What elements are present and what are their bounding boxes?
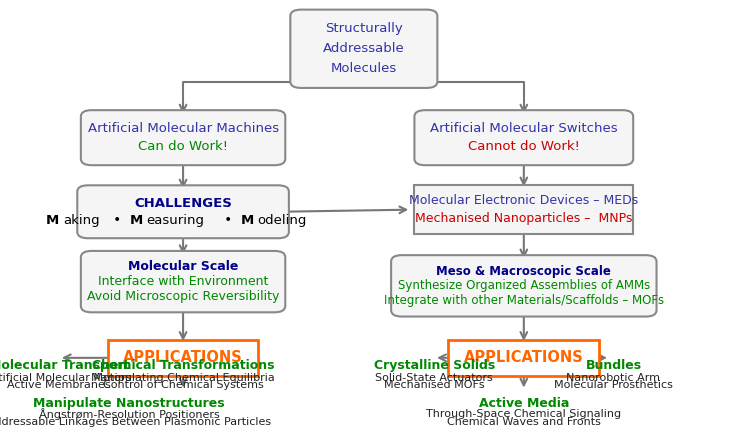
Text: APPLICATIONS: APPLICATIONS	[464, 350, 583, 365]
Text: Chemical Transformations: Chemical Transformations	[92, 359, 274, 372]
FancyBboxPatch shape	[78, 185, 289, 238]
Text: M: M	[46, 214, 59, 227]
Text: Addressable: Addressable	[323, 42, 405, 55]
Text: Cannot do Work!: Cannot do Work!	[468, 140, 580, 153]
Text: Mechanised Nanoparticles –  MNPs: Mechanised Nanoparticles – MNPs	[415, 212, 632, 225]
Text: •: •	[220, 214, 236, 227]
Text: easuring: easuring	[146, 214, 205, 227]
FancyBboxPatch shape	[414, 110, 633, 165]
FancyBboxPatch shape	[449, 340, 599, 376]
Text: Ångstrøm-Resolution Positioners: Ångstrøm-Resolution Positioners	[39, 408, 220, 420]
FancyBboxPatch shape	[108, 340, 258, 376]
Text: Artificial Molecular Machines: Artificial Molecular Machines	[88, 122, 279, 135]
Text: Bundles: Bundles	[586, 359, 641, 372]
Text: Integrate with other Materials/Scaffolds – MOFs: Integrate with other Materials/Scaffolds…	[384, 294, 664, 307]
Text: Crystalline Solids: Crystalline Solids	[373, 359, 495, 372]
Text: Mechanised MOFs: Mechanised MOFs	[384, 380, 485, 391]
Text: Molecular Prosthetics: Molecular Prosthetics	[554, 380, 673, 391]
FancyBboxPatch shape	[391, 255, 657, 317]
Text: APPLICATIONS: APPLICATIONS	[123, 350, 243, 365]
Text: CHALLENGES: CHALLENGES	[134, 197, 232, 210]
Text: Chemical Waves and Fronts: Chemical Waves and Fronts	[447, 417, 601, 427]
FancyBboxPatch shape	[81, 251, 285, 312]
Text: Meso & Macroscopic Scale: Meso & Macroscopic Scale	[436, 265, 611, 278]
Text: •: •	[109, 214, 126, 227]
Text: M: M	[130, 214, 143, 227]
Text: Active Media: Active Media	[479, 397, 569, 410]
Text: Through-Space Chemical Signaling: Through-Space Chemical Signaling	[426, 409, 621, 419]
Text: Solid-State Actuators: Solid-State Actuators	[376, 373, 493, 383]
Text: Molecular Scale: Molecular Scale	[128, 260, 238, 273]
Text: Molecules: Molecules	[331, 62, 397, 75]
Text: Control of Chemical Systems: Control of Chemical Systems	[102, 380, 264, 391]
Text: Manipulating Chemical Equilibria: Manipulating Chemical Equilibria	[92, 373, 275, 383]
Text: Can do Work!: Can do Work!	[138, 140, 228, 153]
Text: Interface with Environment: Interface with Environment	[98, 275, 268, 288]
Text: Synthesize Organized Assemblies of AMMs: Synthesize Organized Assemblies of AMMs	[397, 280, 650, 292]
FancyBboxPatch shape	[81, 110, 285, 165]
Text: Manipulate Nanostructures: Manipulate Nanostructures	[34, 397, 225, 410]
Text: Artificial Molecular Switches: Artificial Molecular Switches	[430, 122, 618, 135]
Text: Active Membranes: Active Membranes	[7, 380, 111, 391]
FancyBboxPatch shape	[414, 185, 633, 234]
Text: Molecular Electronic Devices – MEDs: Molecular Electronic Devices – MEDs	[409, 194, 638, 207]
Text: Nanorobotic Arm: Nanorobotic Arm	[567, 373, 660, 383]
Text: Avoid Microscopic Reversibility: Avoid Microscopic Reversibility	[87, 290, 280, 303]
FancyBboxPatch shape	[291, 10, 438, 88]
Text: M: M	[241, 214, 254, 227]
Text: Molecular Transport: Molecular Transport	[0, 359, 129, 372]
Text: Addressable Linkages Between Plasmonic Particles: Addressable Linkages Between Plasmonic P…	[0, 417, 272, 427]
Text: odeling: odeling	[258, 214, 307, 227]
Text: Artificial Molecular Motors: Artificial Molecular Motors	[0, 373, 132, 383]
Text: aking: aking	[63, 214, 100, 227]
Text: Structurally: Structurally	[325, 22, 403, 35]
